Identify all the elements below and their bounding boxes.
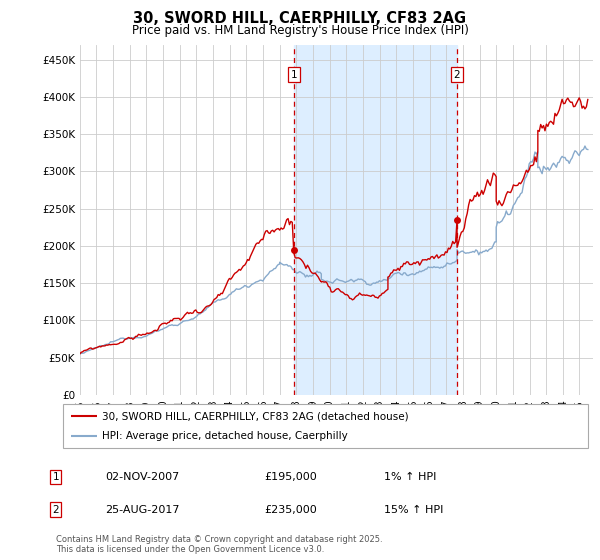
Text: 1% ↑ HPI: 1% ↑ HPI bbox=[384, 472, 436, 482]
Text: £195,000: £195,000 bbox=[264, 472, 317, 482]
Text: 15% ↑ HPI: 15% ↑ HPI bbox=[384, 505, 443, 515]
Text: 2: 2 bbox=[52, 505, 59, 515]
Text: HPI: Average price, detached house, Caerphilly: HPI: Average price, detached house, Caer… bbox=[103, 431, 348, 441]
Text: Price paid vs. HM Land Registry's House Price Index (HPI): Price paid vs. HM Land Registry's House … bbox=[131, 24, 469, 36]
Text: 1: 1 bbox=[52, 472, 59, 482]
FancyBboxPatch shape bbox=[63, 404, 588, 448]
Text: £235,000: £235,000 bbox=[264, 505, 317, 515]
Text: Contains HM Land Registry data © Crown copyright and database right 2025.
This d: Contains HM Land Registry data © Crown c… bbox=[56, 535, 382, 554]
Text: 30, SWORD HILL, CAERPHILLY, CF83 2AG (detached house): 30, SWORD HILL, CAERPHILLY, CF83 2AG (de… bbox=[103, 411, 409, 421]
Bar bbox=[293, 45, 457, 395]
Text: 1: 1 bbox=[290, 69, 297, 80]
Text: 2: 2 bbox=[454, 69, 460, 80]
Text: 30, SWORD HILL, CAERPHILLY, CF83 2AG: 30, SWORD HILL, CAERPHILLY, CF83 2AG bbox=[133, 11, 467, 26]
Text: 25-AUG-2017: 25-AUG-2017 bbox=[105, 505, 179, 515]
Text: 02-NOV-2007: 02-NOV-2007 bbox=[105, 472, 179, 482]
